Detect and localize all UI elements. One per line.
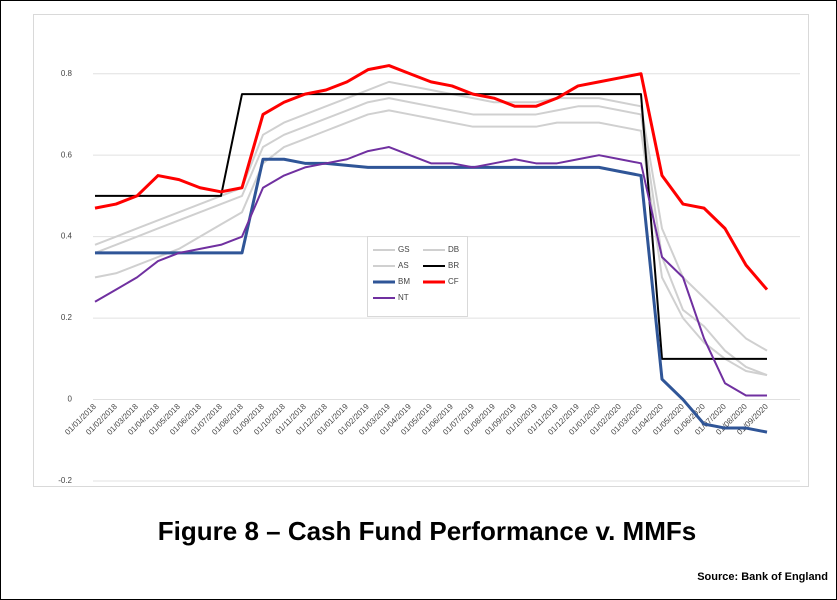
y-tick-label: 0	[68, 395, 73, 404]
y-tick-label: 0.4	[61, 232, 73, 241]
series-line	[94, 64, 769, 291]
y-tick-label: 0.6	[61, 150, 73, 159]
series-line	[94, 97, 768, 377]
legend-label: CF	[448, 277, 459, 286]
legend-label: NT	[398, 293, 409, 302]
legend-label: DB	[448, 245, 459, 254]
legend-label: BM	[398, 277, 410, 286]
y-tick-label: -0.2	[58, 476, 72, 485]
series-line	[94, 146, 767, 397]
source: Source: Bank of England	[697, 571, 828, 583]
y-tick-label: 0.8	[61, 69, 73, 78]
y-tick-label: 0.2	[61, 313, 73, 322]
chart-title: Figure 8 – Cash Fund Performance v. MMFs	[158, 516, 696, 546]
series-line	[95, 157, 768, 434]
legend-label: GS	[398, 245, 410, 254]
series-line	[95, 93, 767, 360]
legend-label: BR	[448, 261, 459, 270]
legend: GS DB AS BR BM CF NT	[367, 236, 468, 317]
series-line	[94, 80, 768, 352]
legend-label: AS	[398, 261, 409, 270]
